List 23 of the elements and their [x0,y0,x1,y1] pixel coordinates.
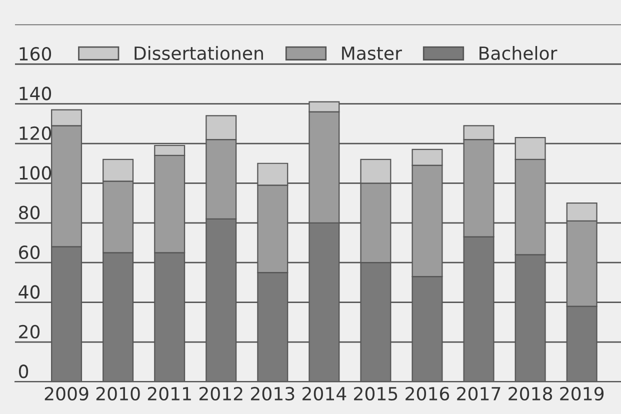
y-tick-label: 0 [18,364,28,378]
legend-label: Bachelor [480,46,558,60]
legend-label: Dissertationen [134,46,263,60]
x-tick-label: 2013 [251,386,294,401]
y-tick-label: 60 [19,245,40,260]
x-tick-label: 2014 [302,386,346,401]
y-tick-label: 140 [20,86,52,100]
y-tick-label: 120 [20,126,52,140]
x-tick-label: 2009 [44,386,88,401]
x-tick-label: 2012 [199,386,242,401]
y-tick-label: 40 [18,285,40,299]
x-tick-label: 2018 [508,386,552,401]
x-tick-label: 2017 [457,386,500,401]
y-tick-label: 100 [20,166,52,180]
legend-label: Master [342,46,402,60]
x-tick-label: 2019 [560,386,604,401]
x-tick-label: 2011 [148,386,191,401]
x-tick-label: 2010 [96,386,140,401]
x-tick-label: 2016 [406,386,450,401]
y-tick-label: 160 [20,46,52,61]
y-tick-label: 20 [19,324,40,339]
x-tick-label: 2015 [354,386,398,401]
y-tick-label: 80 [19,206,40,220]
